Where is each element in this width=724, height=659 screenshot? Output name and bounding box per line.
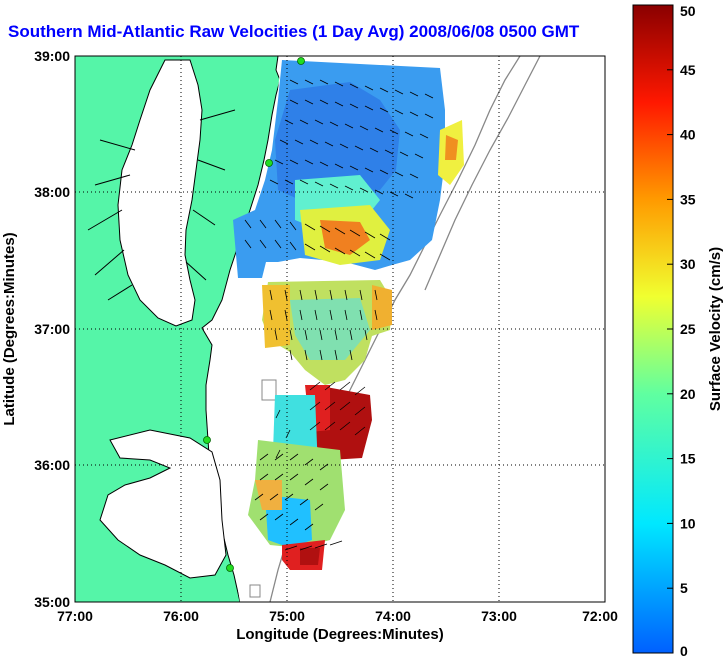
x-tick-label: 75:00 bbox=[269, 608, 305, 624]
bathymetry-feature-2 bbox=[249, 584, 261, 598]
colorbar-tick-label: 20 bbox=[680, 386, 696, 402]
colorbar-tick-label: 35 bbox=[680, 191, 696, 207]
bathymetry-contour-deep bbox=[424, 56, 541, 291]
y-tick-label: 39:00 bbox=[34, 48, 70, 64]
bathymetry-feature bbox=[261, 379, 277, 401]
colorbar-tick-label: 40 bbox=[680, 127, 696, 143]
x-tick-label: 77:00 bbox=[57, 608, 93, 624]
x-tick-label: 73:00 bbox=[481, 608, 517, 624]
radar-stations bbox=[203, 57, 305, 572]
y-tick-label: 35:00 bbox=[34, 594, 70, 610]
colorbar-label: Surface Velocity (cm/s) bbox=[707, 247, 724, 411]
colorbar-gradient bbox=[632, 4, 674, 654]
map-title: Southern Mid-Atlantic Raw Velocities (1 … bbox=[8, 22, 580, 41]
colorbar-tick-label: 10 bbox=[680, 515, 696, 531]
tributary-lines bbox=[87, 109, 236, 301]
x-axis-label: Longitude (Degrees:Minutes) bbox=[236, 626, 444, 643]
y-axis-label: Latitude (Degrees:Minutes) bbox=[1, 232, 18, 425]
y-axis: 39:00 38:00 37:00 36:00 35:00 Latitude (… bbox=[1, 48, 70, 610]
y-tick-label: 38:00 bbox=[34, 184, 70, 200]
plot-frame bbox=[74, 55, 606, 603]
colorbar-tick-label: 15 bbox=[680, 451, 696, 467]
radar-station bbox=[297, 57, 305, 65]
y-tick-label: 37:00 bbox=[34, 321, 70, 337]
y-tick-label: 36:00 bbox=[34, 457, 70, 473]
colorbar: 0 5 10 15 20 25 30 35 40 45 50 Surface Velocity (c… bbox=[632, 3, 724, 659]
x-axis: 77:00 76:00 75:00 74:00 73:00 72:00 Long… bbox=[57, 608, 618, 643]
radar-station bbox=[203, 436, 211, 444]
pamlico-sound bbox=[99, 429, 227, 579]
x-tick-label: 72:00 bbox=[582, 608, 618, 624]
x-tick-label: 74:00 bbox=[375, 608, 411, 624]
velocity-field bbox=[233, 60, 464, 570]
gridlines bbox=[75, 56, 605, 602]
colorbar-tick-label: 5 bbox=[680, 580, 688, 596]
radar-station bbox=[265, 159, 273, 167]
colorbar-tick-label: 25 bbox=[680, 321, 696, 337]
x-tick-label: 76:00 bbox=[163, 608, 199, 624]
colorbar-tick-label: 45 bbox=[680, 62, 696, 78]
colorbar-tick-label: 30 bbox=[680, 256, 696, 272]
chesapeake-bay bbox=[117, 59, 203, 327]
colorbar-tick-label: 0 bbox=[680, 643, 688, 659]
colorbar-tick-label: 50 bbox=[680, 3, 696, 19]
velocity-vectors bbox=[244, 79, 434, 551]
colorbar-ticks: 0 5 10 15 20 25 30 35 40 45 50 bbox=[667, 3, 696, 659]
radar-station bbox=[226, 564, 234, 572]
